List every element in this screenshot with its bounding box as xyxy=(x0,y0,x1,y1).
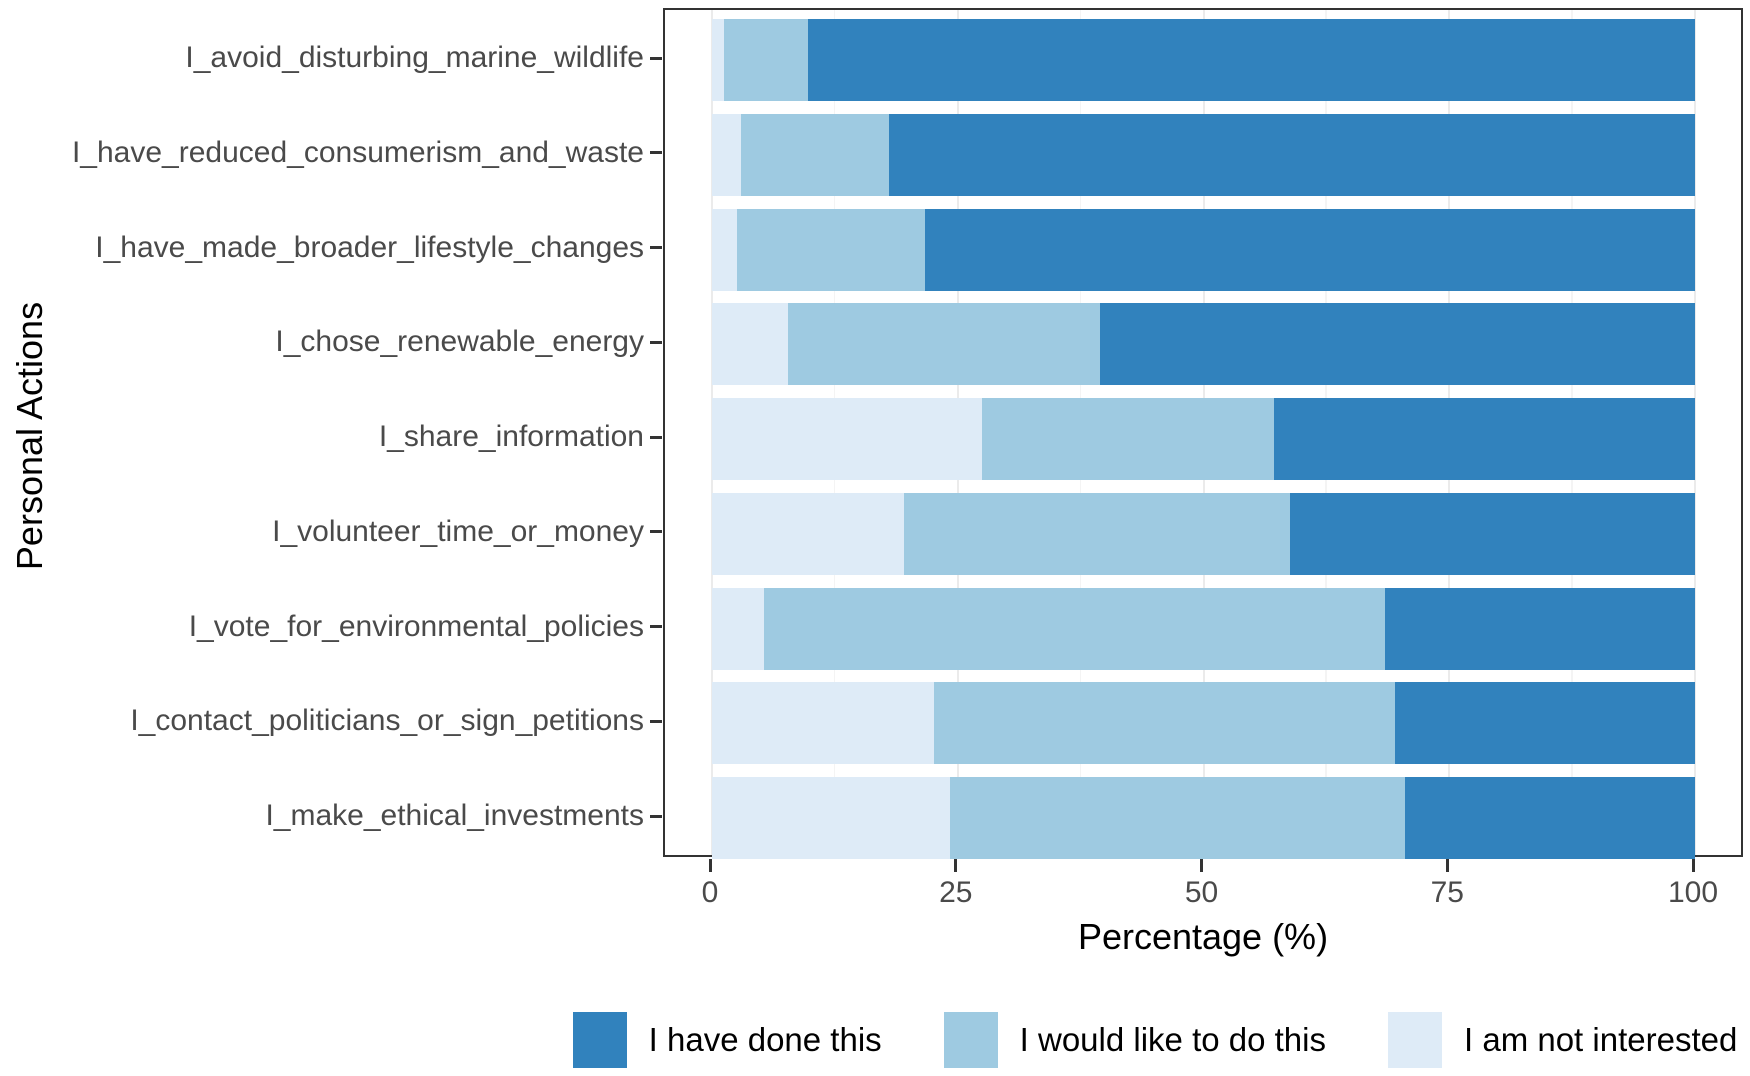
bar-segment xyxy=(712,492,904,575)
y-tick-mark xyxy=(650,435,662,439)
x-tick-label: 50 xyxy=(1184,876,1219,909)
bar-row xyxy=(712,398,1695,480)
y-category-label: I_vote_for_environmental_policies xyxy=(188,609,644,643)
bar-row xyxy=(712,19,1695,101)
legend-item: I am not interested xyxy=(1388,1012,1737,1068)
bar-row xyxy=(712,208,1695,291)
y-tick-mark xyxy=(650,719,662,723)
y-tick-mark xyxy=(650,246,662,249)
y-category-label: I_contact_politicians_or_sign_petitions xyxy=(130,704,644,738)
y-category-label: I_avoid_disturbing_marine_wildlife xyxy=(185,41,644,74)
bar-segment xyxy=(712,303,788,386)
bar-segment xyxy=(764,587,1386,670)
bar-row xyxy=(712,492,1695,575)
x-tick-label: 25 xyxy=(939,876,973,909)
x-tick-label: 0 xyxy=(701,876,719,909)
y-tick-mark xyxy=(650,530,662,534)
bar-segment xyxy=(787,303,1101,386)
bar-segment xyxy=(712,682,935,765)
bar-segment xyxy=(1274,398,1695,480)
bar-segment xyxy=(723,19,809,101)
bar-segment xyxy=(903,492,1290,575)
y-category-label: I_share_information xyxy=(378,420,644,453)
bar-segment xyxy=(888,113,1695,196)
x-tick-mark xyxy=(1200,859,1203,872)
x-tick-label: 75 xyxy=(1430,876,1464,909)
bar-segment xyxy=(712,398,983,480)
bar-segment xyxy=(982,398,1275,480)
bar-row xyxy=(712,682,1695,765)
y-category-label: I_have_reduced_consumerism_and_waste xyxy=(71,135,644,169)
legend-label: I have done this xyxy=(648,1021,882,1058)
bar-segment xyxy=(1289,492,1695,575)
y-category-label: I_have_made_broader_lifestyle_changes xyxy=(95,230,644,264)
legend-label: I would like to do this xyxy=(1019,1021,1326,1058)
bar-segment xyxy=(1385,587,1695,670)
x-tick-mark xyxy=(1691,859,1695,872)
legend: I have done this I would like to do this I… xyxy=(560,1008,1750,1072)
bar-segment xyxy=(712,208,737,291)
x-axis-title: Percentage (%) xyxy=(1077,916,1329,957)
legend-item: I have done this xyxy=(572,1012,882,1068)
x-tick-mark xyxy=(954,859,958,872)
bar-segment xyxy=(741,113,889,196)
y-tick-mark xyxy=(650,340,662,344)
bar-segment xyxy=(808,19,1695,101)
y-tick-mark xyxy=(650,56,662,60)
legend-key-swatch xyxy=(1388,1012,1442,1068)
y-category-label: I_chose_renewable_energy xyxy=(275,325,644,359)
y-tick-mark xyxy=(650,151,662,155)
x-tick-mark xyxy=(1445,859,1449,872)
y-tick-mark xyxy=(650,625,662,628)
bar-segment xyxy=(712,113,742,196)
legend-label: I am not interested xyxy=(1464,1021,1738,1058)
bar-segment xyxy=(934,682,1396,765)
x-tick-mark xyxy=(708,859,712,872)
y-category-label: I_make_ethical_investments xyxy=(265,799,644,832)
y-tick-mark xyxy=(650,814,662,818)
bar-segment xyxy=(712,777,950,859)
x-tick-label: 100 xyxy=(1667,876,1719,909)
plot-panel xyxy=(663,8,1743,859)
y-category-label: I_volunteer_time_or_money xyxy=(272,514,644,548)
bar-row xyxy=(712,113,1695,196)
bar-segment xyxy=(1405,777,1695,859)
bar-row xyxy=(712,587,1695,670)
legend-item: I would like to do this xyxy=(943,1012,1326,1068)
bar-segment xyxy=(712,19,724,101)
bar-segment xyxy=(736,208,926,291)
bar-segment xyxy=(925,208,1695,291)
bar-segment xyxy=(949,777,1405,859)
legend-key-swatch xyxy=(572,1012,627,1068)
legend-key-swatch xyxy=(943,1012,998,1068)
bar-segment xyxy=(712,587,765,670)
major-gridline xyxy=(1694,10,1696,855)
bar-row xyxy=(712,777,1695,859)
bar-segment xyxy=(1100,303,1695,386)
bar-row xyxy=(712,303,1695,386)
bar-segment xyxy=(1395,682,1695,765)
